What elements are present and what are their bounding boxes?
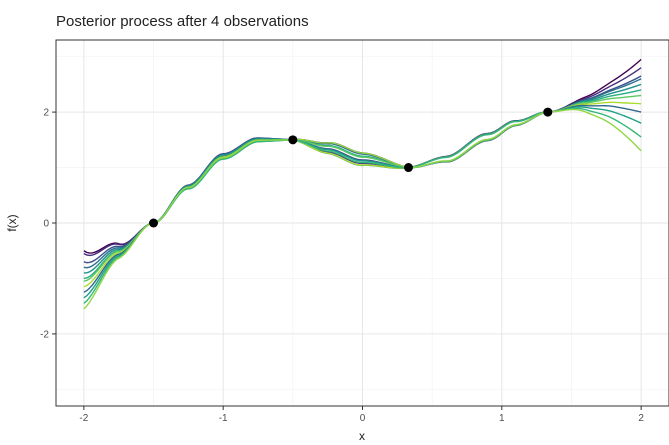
x-tick-label: 0 bbox=[360, 413, 366, 424]
x-tick-label: -1 bbox=[219, 413, 228, 424]
y-tick-label: 0 bbox=[43, 219, 49, 230]
observation-point bbox=[149, 218, 159, 228]
y-tick-label: -2 bbox=[40, 329, 49, 340]
observation-point bbox=[403, 163, 413, 173]
chart-title: Posterior process after 4 observations bbox=[56, 13, 309, 30]
observation-point bbox=[543, 107, 553, 117]
observation-points bbox=[149, 107, 553, 228]
observation-point bbox=[288, 135, 298, 145]
grid bbox=[56, 40, 669, 406]
y-axis-title: f(x) bbox=[5, 214, 19, 231]
axis-ticks: -2 -1 0 1 2 -2 0 2 bbox=[40, 108, 644, 424]
x-tick-label: 2 bbox=[638, 413, 644, 424]
y-tick-label: 2 bbox=[43, 108, 49, 119]
x-axis-title: x bbox=[359, 429, 365, 443]
x-tick-label: 1 bbox=[499, 413, 505, 424]
x-tick-label: -2 bbox=[79, 413, 88, 424]
